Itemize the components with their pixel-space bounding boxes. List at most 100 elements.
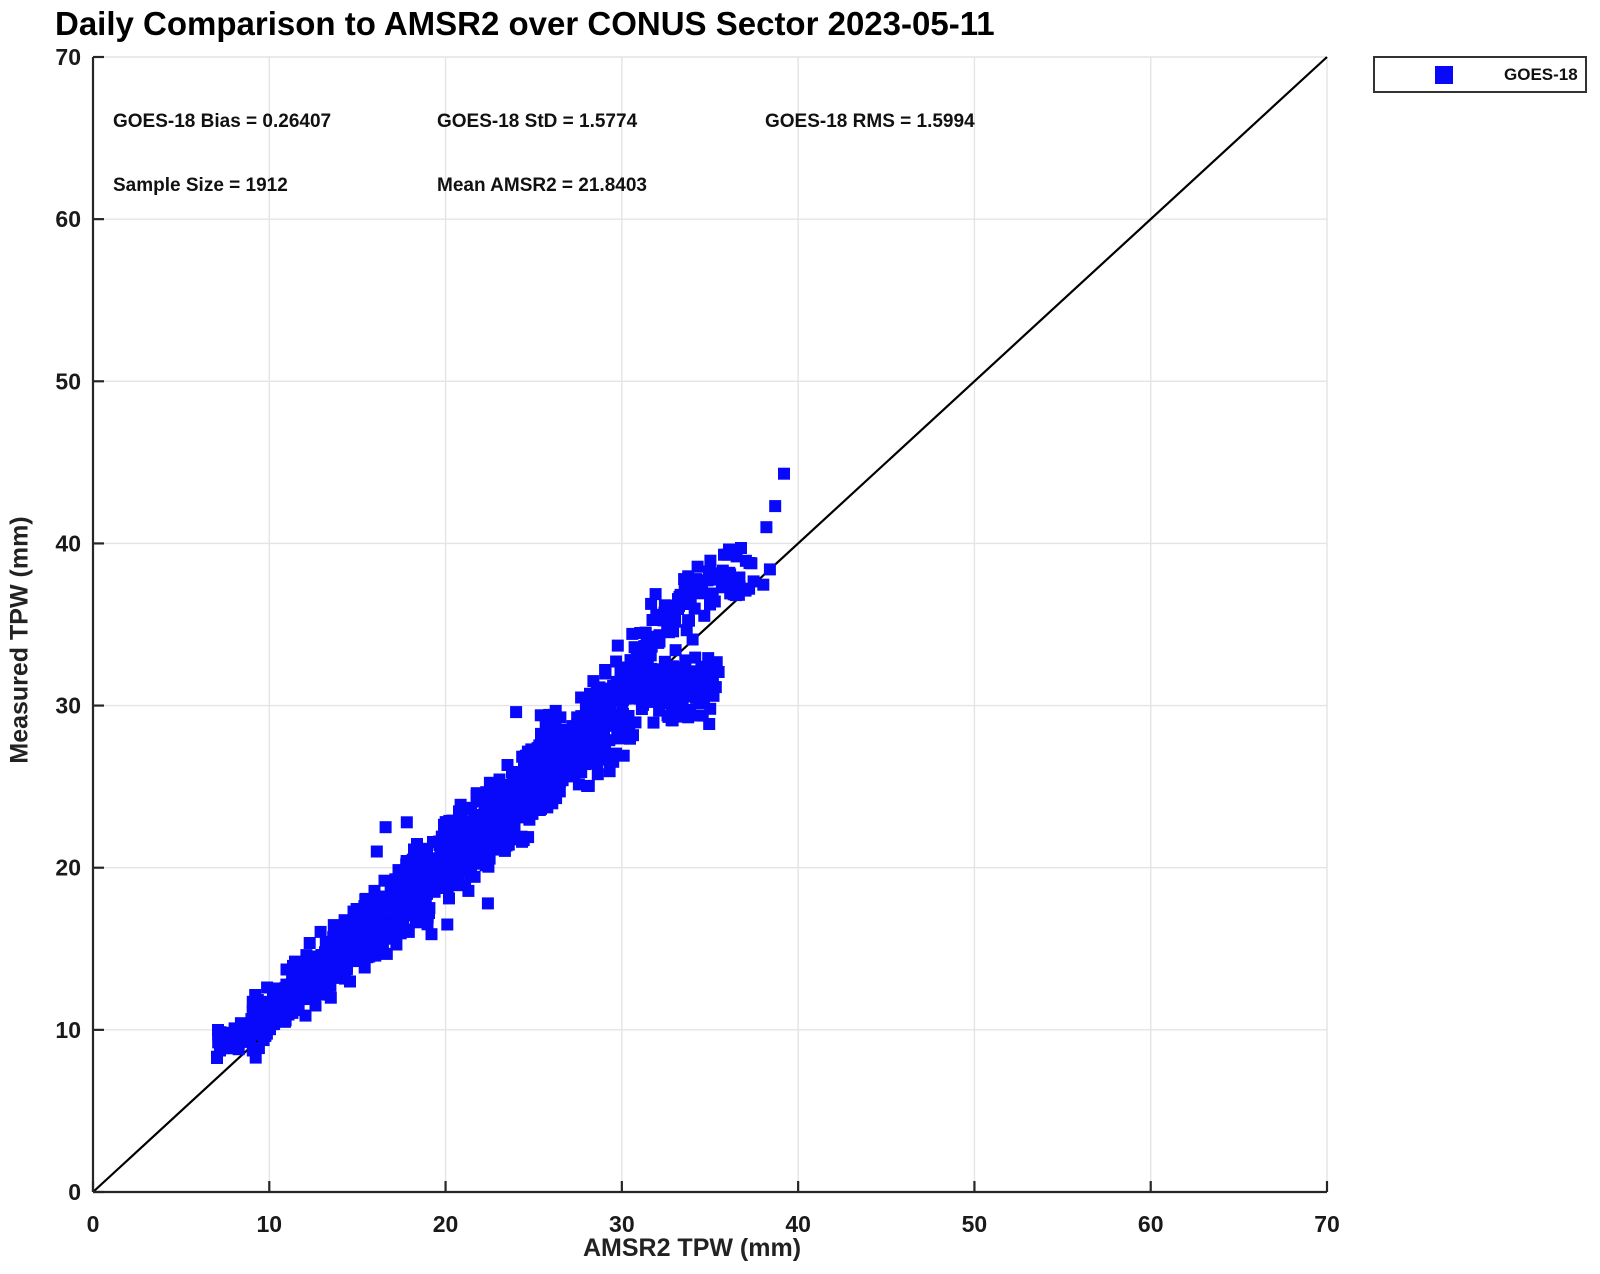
scatter-point	[378, 874, 391, 887]
axis-spines	[91, 55, 1329, 1194]
scatter-point	[653, 684, 666, 696]
scatter-point	[501, 827, 514, 840]
scatter-point	[598, 753, 611, 766]
scatter-point	[635, 703, 648, 715]
stat-bias: GOES-18 Bias = 0.26407	[113, 111, 332, 132]
scatter-point	[481, 897, 494, 910]
scatter-point	[450, 816, 463, 828]
scatter-point	[689, 651, 702, 664]
scatter-point	[392, 864, 405, 877]
scatter-point	[622, 710, 635, 722]
scatter-point	[763, 563, 776, 576]
scatter-point	[634, 627, 647, 639]
legend-label: GOES-18	[1504, 65, 1578, 84]
legend-box: GOES-18	[1373, 56, 1587, 93]
scatter-point	[547, 768, 560, 781]
x-tick-label: 10	[256, 1211, 282, 1237]
scatter-point	[526, 780, 539, 792]
scatter-point	[417, 851, 430, 864]
scatter-point	[514, 811, 527, 824]
scatter-point	[379, 821, 392, 834]
x-tick-label: 50	[962, 1211, 988, 1237]
scatter-point	[487, 814, 500, 827]
scatter-point	[596, 740, 609, 753]
scatter-point	[591, 768, 604, 781]
legend-marker-square-icon	[1435, 66, 1453, 84]
x-tick-label: 30	[609, 1211, 635, 1237]
scatter-point	[462, 838, 475, 851]
scatter-point	[327, 919, 340, 932]
scatter-point	[423, 907, 435, 919]
scatter-point	[704, 554, 717, 567]
scatter-point	[526, 768, 539, 781]
scatter-point	[282, 996, 295, 1009]
scatter-point	[735, 542, 747, 554]
scatter-point	[471, 857, 484, 870]
scatter-point	[568, 757, 581, 770]
scatter-point	[587, 675, 600, 688]
scatter-point	[693, 709, 706, 722]
scatter-point	[569, 746, 582, 759]
scatter-point	[682, 678, 695, 691]
scatter-point	[509, 766, 522, 778]
scatter-point	[710, 656, 723, 669]
scatter-point	[611, 639, 624, 652]
scatter-point	[610, 675, 623, 688]
scatter-point	[303, 937, 316, 949]
scatter-point	[554, 742, 567, 755]
scatter-point	[688, 602, 701, 615]
scatter-series-goes18	[211, 467, 790, 1064]
scatter-point	[448, 877, 461, 890]
scatter-point	[627, 729, 639, 742]
scatter-point	[610, 747, 623, 760]
scatter-point	[446, 862, 459, 875]
scatter-point	[378, 907, 391, 920]
scatter-point	[329, 936, 342, 949]
scatter-point	[402, 875, 415, 888]
scatter-point	[370, 845, 383, 858]
scatter-point	[479, 848, 492, 860]
scatter-point	[671, 690, 684, 703]
scatter-point	[299, 1009, 312, 1022]
scatter-point	[484, 786, 497, 799]
scatter-point	[683, 614, 695, 627]
scatter-point	[769, 500, 782, 513]
scatter-point	[376, 931, 389, 943]
scatter-point	[743, 557, 756, 569]
y-axis-label: Measured TPW (mm)	[5, 516, 34, 764]
scatter-point	[599, 664, 612, 676]
scatter-point	[248, 1021, 261, 1034]
scatter-point	[408, 843, 420, 856]
scatter-point	[470, 790, 483, 802]
scatter-point	[679, 588, 691, 601]
scatter-point	[483, 776, 496, 789]
scatter-point	[488, 831, 501, 844]
scatter-point	[454, 798, 467, 811]
scatter-point	[566, 720, 579, 733]
scatter-point	[305, 991, 318, 1004]
scatter-point	[778, 467, 790, 480]
scatter-point	[581, 780, 594, 792]
scatter-point	[442, 834, 455, 847]
tick-labels: 0 10 20 30 40 50 60 70 0 10 20 30 40 50 60 70	[55, 44, 1339, 1237]
scatter-point	[698, 609, 711, 622]
y-tick-label: 0	[68, 1179, 81, 1205]
scatter-point	[662, 710, 675, 723]
scatter-point	[649, 588, 662, 601]
scatter-point	[468, 815, 481, 828]
scatter-point	[380, 947, 393, 960]
grid-lines	[93, 56, 1328, 1192]
scatter-point	[647, 716, 660, 729]
scatter-point	[739, 584, 752, 597]
scatter-point	[441, 918, 454, 931]
scatter-point	[264, 1023, 276, 1036]
scatter-point	[419, 863, 432, 875]
scatter-point	[387, 883, 400, 895]
scatter-point	[462, 884, 475, 897]
scatter-point	[439, 816, 452, 829]
y-tick-label: 30	[55, 693, 81, 719]
scatter-point	[538, 797, 551, 810]
scatter-point	[246, 998, 259, 1011]
scatter-point	[420, 882, 433, 895]
